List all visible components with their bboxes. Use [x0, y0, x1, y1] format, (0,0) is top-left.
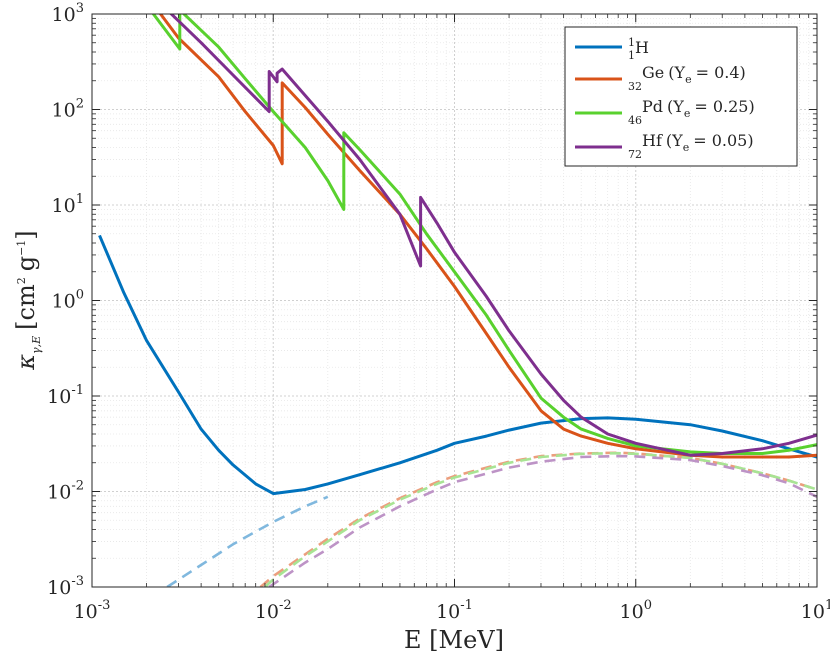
x-tick-base: 10 [74, 601, 98, 623]
x-tick-base: 10 [620, 601, 644, 623]
legend-pd-main: Pd [642, 97, 663, 116]
y-tick-label: 102 [52, 97, 84, 122]
legend-ge-ye-sub: e [685, 73, 692, 86]
x-tick-base: 10 [436, 601, 460, 623]
y-tick-base: 10 [52, 4, 76, 26]
y-tick-label: 100 [52, 288, 84, 313]
y-tick-exp: -1 [71, 383, 84, 398]
series-line-72Hf [169, 14, 817, 457]
x-tick-exp: 0 [644, 598, 652, 613]
y-tick-base: 10 [52, 100, 76, 122]
legend-text-ge: 32Ge (Ye = 0.4) [628, 63, 746, 93]
y-tick-label: 10-2 [47, 479, 84, 504]
legend: 1 1H 32Ge (Ye = 0.4) 46Pd (Ye = 0.25) 72Hf (Ye… [564, 26, 798, 167]
legend-h-main: H [635, 38, 649, 57]
legend-text-hf: 72Hf (Ye = 0.05) [628, 131, 754, 161]
y-tick-exp: -2 [71, 479, 84, 494]
series-line-1_1H [98, 234, 817, 496]
y-tick-exp: 2 [76, 97, 84, 112]
y-tick-label: 103 [52, 1, 84, 26]
x-tick-base: 10 [801, 601, 825, 623]
x-tick-exp: -1 [460, 598, 473, 613]
tick-labels: 10-3 10-2 10-1 100 10110-310-210-11001011021… [47, 1, 830, 623]
x-tick-exp: 1 [825, 598, 830, 613]
y-tick-base: 10 [47, 386, 71, 408]
legend-text-h: 1 1H [628, 36, 649, 62]
series-line-72Hf_dashed [268, 454, 817, 587]
legend-hf-ye-close: = 0.05) [693, 131, 753, 150]
axes-box [91, 13, 818, 588]
legend-h-sub: 1 [628, 49, 635, 62]
y-axis-label: κγ,E [cm2 g−1] [12, 230, 43, 370]
legend-ge-ye-close: = 0.4) [696, 63, 746, 82]
legend-pd-sub: 46 [628, 114, 642, 127]
legend-pd-ye-open: (Y [667, 97, 684, 116]
series-layer [98, 14, 817, 587]
legend-h-sup: 1 [628, 36, 635, 49]
y-tick-label: 10-1 [47, 383, 84, 408]
tick-marks [91, 13, 818, 588]
legend-hf-sub: 72 [628, 148, 642, 161]
series-line-46Pd_dashed [264, 451, 817, 587]
y-tick-exp: -3 [71, 574, 84, 589]
y-tick-exp: 0 [76, 288, 84, 303]
y-label-kappa: κ [12, 354, 40, 371]
legend-entry-h: 1 1H [575, 36, 649, 62]
legend-entry-hf: 72Hf (Ye = 0.05) [575, 131, 754, 161]
series-line-1_1H_dashed [166, 495, 329, 587]
y-tick-base: 10 [52, 195, 76, 217]
series-line-46Pd [151, 14, 817, 455]
legend-ge-sub: 32 [628, 80, 642, 93]
x-tick-label: 10-2 [255, 598, 292, 623]
y-label-exp2: −1 [15, 240, 28, 256]
x-tick-base: 10 [255, 601, 279, 623]
x-tick-label: 10-1 [436, 598, 473, 623]
x-tick-exp: -2 [279, 598, 292, 613]
y-label-sub: γ,E [30, 336, 43, 354]
legend-box [564, 26, 798, 167]
legend-ge-main: Ge [642, 63, 664, 82]
legend-pd-ye-close: = 0.25) [694, 97, 754, 116]
legend-text-pd: 46Pd (Ye = 0.25) [628, 97, 755, 127]
legend-entry-pd: 46Pd (Ye = 0.25) [575, 97, 755, 127]
legend-pd-ye-sub: e [684, 107, 691, 120]
y-label-close: ] [12, 230, 40, 239]
x-tick-exp: -3 [98, 598, 111, 613]
legend-hf-main: Hf [642, 131, 663, 150]
y-label-mid: g [12, 256, 40, 271]
y-tick-label: 10-3 [47, 574, 84, 599]
y-tick-exp: 3 [76, 1, 84, 16]
y-tick-base: 10 [47, 577, 71, 599]
y-label-exp1: 2 [15, 277, 28, 284]
legend-entry-ge: 32Ge (Ye = 0.4) [575, 63, 746, 93]
x-tick-label: 10-3 [74, 598, 111, 623]
y-label-open: [cm [12, 284, 40, 330]
legend-ge-ye-open: (Y [668, 63, 685, 82]
legend-hf-ye-open: (Y [666, 131, 683, 150]
legend-hf-ye-sub: e [683, 141, 690, 154]
y-tick-base: 10 [47, 482, 71, 504]
y-tick-base: 10 [52, 291, 76, 313]
y-tick-exp: 1 [76, 192, 84, 207]
x-tick-label: 100 [620, 598, 652, 623]
x-axis-label: E [MeV] [404, 626, 504, 654]
y-tick-label: 101 [52, 192, 84, 217]
x-tick-label: 101 [801, 598, 830, 623]
